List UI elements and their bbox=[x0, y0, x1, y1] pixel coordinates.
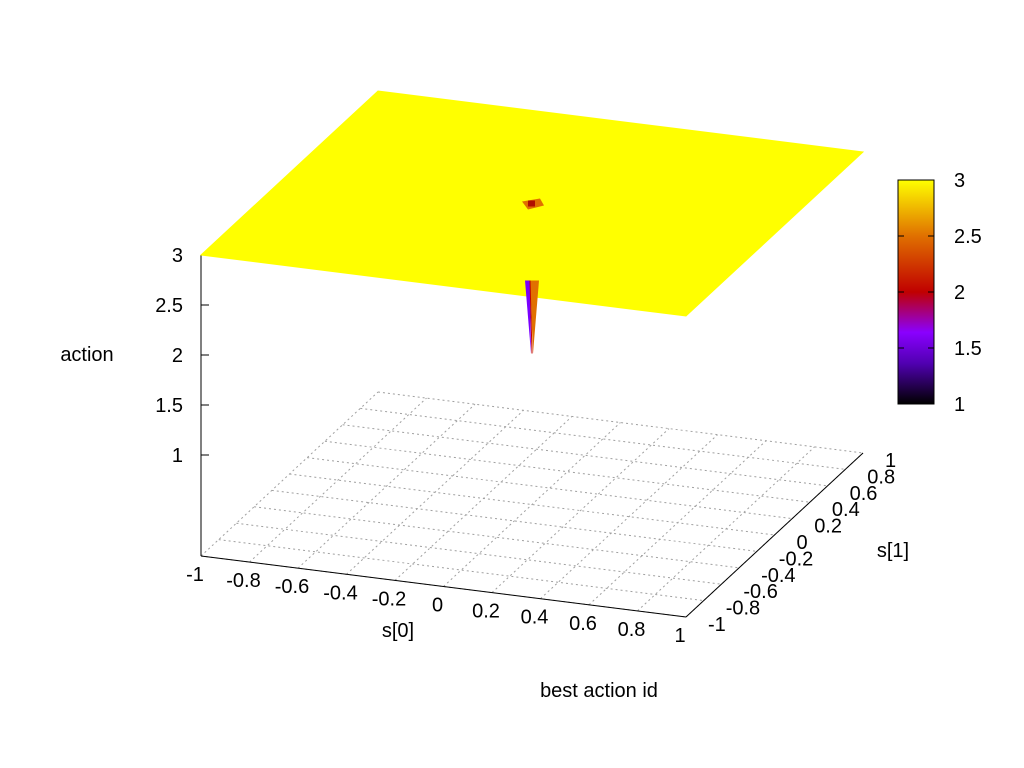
x-tick-label: 1 bbox=[674, 625, 685, 647]
grid-line-y bbox=[236, 522, 722, 585]
surface bbox=[199, 90, 865, 354]
z-tick-label: 2.5 bbox=[155, 295, 183, 317]
grid-line-y bbox=[254, 506, 740, 569]
x-tick-label: 0.6 bbox=[569, 613, 597, 635]
axes: -1 -0.8 -0.6 -0.4 -0.2 0 0.2 0.4 0.6 0.8 1 -1-0.8-0… bbox=[155, 245, 896, 647]
grid-line-y bbox=[271, 489, 757, 552]
x-axis-line bbox=[200, 555, 687, 618]
x-tick-label: 0.8 bbox=[618, 619, 646, 641]
x-tick-label: 0.2 bbox=[472, 601, 500, 623]
x-tick-label: 0 bbox=[432, 595, 443, 617]
grid-line-x bbox=[637, 446, 815, 612]
x-tick-label: -1 bbox=[186, 564, 204, 586]
grid-line-y bbox=[377, 391, 864, 454]
y-tick-label: 0 bbox=[797, 532, 808, 554]
y-tick-label: -0.8 bbox=[726, 598, 760, 620]
y-tick-label: -1 bbox=[708, 614, 726, 636]
x-tick-label: -0.2 bbox=[372, 588, 406, 610]
x-tick-label: -0.8 bbox=[226, 570, 260, 592]
grid-line-x bbox=[249, 397, 427, 563]
x-axis-label: s[0] bbox=[382, 620, 414, 642]
colorbar-tick-label: 3 bbox=[954, 170, 965, 192]
colorbar: 1 1.5 2 2.5 3 bbox=[897, 170, 982, 416]
y-axis-label: s[1] bbox=[877, 540, 909, 562]
x-tick-label: -0.4 bbox=[323, 582, 357, 604]
colorbar-tick-label: 1.5 bbox=[954, 338, 982, 360]
z-tick-label: 1.5 bbox=[155, 395, 183, 417]
y-tick-label: -0.2 bbox=[779, 548, 813, 570]
y-tick-label: -0.4 bbox=[761, 565, 795, 587]
grid-line-y bbox=[218, 539, 704, 602]
z-tick-label: 2 bbox=[172, 345, 183, 367]
y-tick-label: 1 bbox=[885, 450, 896, 472]
y-tick-label: 0.6 bbox=[850, 483, 878, 505]
z-tick-label: 3 bbox=[172, 245, 183, 267]
colorbar-tick-label: 2 bbox=[954, 282, 965, 304]
grid-line-y bbox=[289, 473, 775, 536]
y-axis-line bbox=[685, 452, 864, 618]
x-tick-label: 0.4 bbox=[521, 607, 549, 629]
chart-title: best action id bbox=[540, 680, 658, 702]
dip-face-left bbox=[525, 280, 531, 354]
colorbar-tick-label: 2.5 bbox=[954, 226, 982, 248]
z-tick-label: 1 bbox=[172, 445, 183, 467]
y-tick-label: -0.6 bbox=[743, 581, 777, 603]
grid-line-x bbox=[588, 440, 767, 606]
grid-line-x bbox=[491, 428, 670, 593]
y-tick-label: 0.8 bbox=[867, 466, 895, 488]
x-tick-label: -0.6 bbox=[275, 576, 309, 598]
dip-center bbox=[528, 200, 535, 207]
z-axis-label: action bbox=[60, 344, 113, 366]
dip-face-right bbox=[530, 280, 539, 354]
dip-edge bbox=[529, 280, 533, 354]
grid-line-x bbox=[540, 434, 718, 600]
y-tick-label: 0.2 bbox=[814, 516, 842, 538]
colorbar-tick-label: 1 bbox=[954, 394, 965, 416]
grid-line-y bbox=[360, 407, 846, 470]
y-tick-label: 0.4 bbox=[832, 499, 860, 521]
grid-line-x bbox=[443, 422, 621, 587]
grid-line-y bbox=[307, 457, 793, 520]
grid-line-y bbox=[324, 440, 810, 503]
grid-line-y bbox=[342, 424, 828, 487]
grid-line-x bbox=[297, 403, 476, 569]
